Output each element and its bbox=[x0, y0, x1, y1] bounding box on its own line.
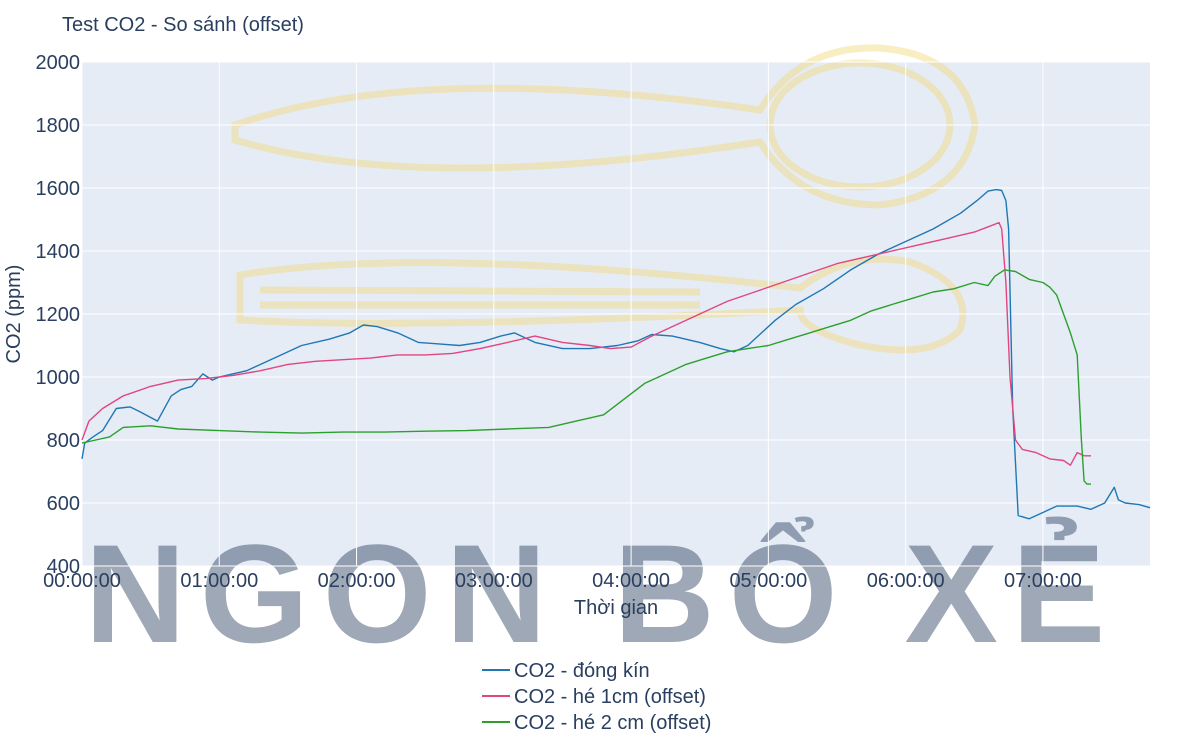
y-tick-label: 600 bbox=[47, 493, 80, 515]
y-axis-title: CO2 (ppm) bbox=[3, 265, 25, 364]
x-tick-label: 04:00:00 bbox=[592, 570, 670, 592]
y-tick-label: 2000 bbox=[36, 52, 81, 74]
x-tick-label: 05:00:00 bbox=[729, 570, 807, 592]
x-tick-label: 01:00:00 bbox=[180, 570, 258, 592]
watermark-logo: NGON BỔ XẺ bbox=[85, 44, 1120, 672]
legend-item-1[interactable]: CO2 - đóng kín bbox=[482, 660, 650, 682]
y-tick-label: 1200 bbox=[36, 304, 81, 326]
y-tick-label: 1600 bbox=[36, 178, 81, 200]
y-tick-label: 1000 bbox=[36, 367, 81, 389]
series-line-1[interactable] bbox=[81, 188, 1151, 520]
legend-label: CO2 - hé 1cm (offset) bbox=[514, 686, 706, 708]
watermark-text: NGON BỔ XẺ bbox=[85, 515, 1120, 672]
chart-title: Test CO2 - So sánh (offset) bbox=[62, 14, 304, 36]
x-tick-label: 06:00:00 bbox=[867, 570, 945, 592]
legend-label: CO2 - hé 2 cm (offset) bbox=[514, 712, 711, 734]
legend-item-2[interactable]: CO2 - hé 1cm (offset) bbox=[482, 686, 706, 708]
y-axis-ticks: 400 600 800 1000 1200 1400 1600 1800 2000 bbox=[36, 52, 81, 578]
series-line-2[interactable] bbox=[81, 221, 1091, 466]
legend-label: CO2 - đóng kín bbox=[514, 660, 650, 682]
grid-lines bbox=[81, 61, 1150, 567]
y-tick-label: 400 bbox=[47, 556, 80, 578]
x-tick-label: 02:00:00 bbox=[318, 570, 396, 592]
y-tick-label: 800 bbox=[47, 430, 80, 452]
x-tick-label: 07:00:00 bbox=[1004, 570, 1082, 592]
legend-item-3[interactable]: CO2 - hé 2 cm (offset) bbox=[482, 712, 711, 734]
x-axis-title: Thời gian bbox=[574, 597, 658, 619]
legend[interactable]: CO2 - đóng kín CO2 - hé 1cm (offset) CO2 -… bbox=[482, 660, 711, 734]
series-line-3[interactable] bbox=[81, 269, 1091, 485]
series-layer bbox=[81, 188, 1151, 520]
x-tick-label: 03:00:00 bbox=[455, 570, 533, 592]
x-tick-label: 00:00:00 bbox=[43, 570, 121, 592]
x-axis-ticks: 00:00:00 01:00:00 02:00:00 03:00:00 04:00:00… bbox=[43, 570, 1082, 592]
y-tick-label: 1400 bbox=[36, 241, 81, 263]
y-tick-label: 1800 bbox=[36, 115, 81, 137]
